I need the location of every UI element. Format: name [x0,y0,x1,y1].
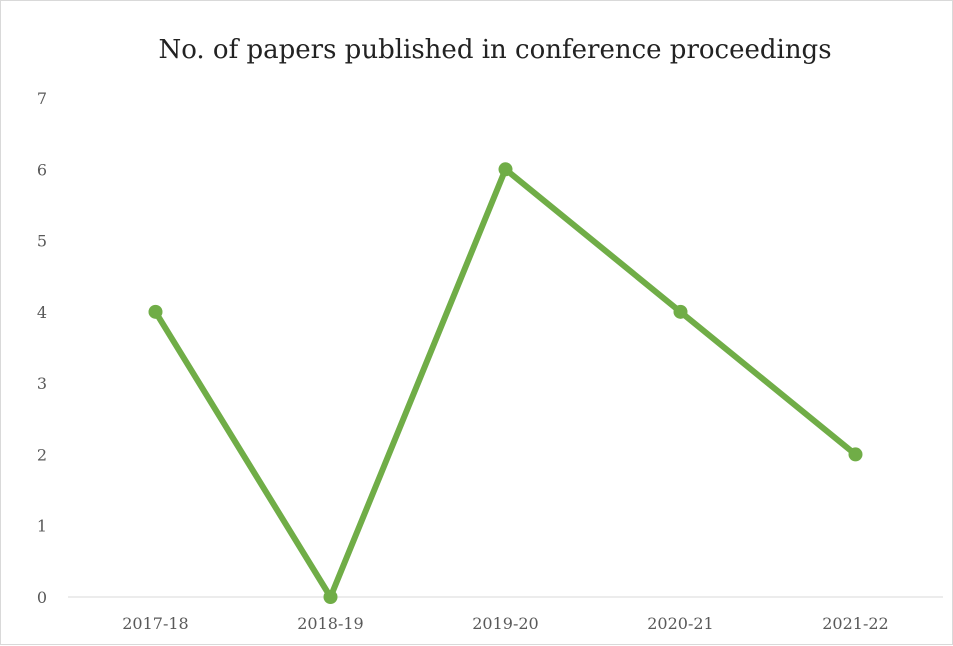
x-tick-label: 2018-19 [297,614,363,633]
series-line [152,166,859,600]
y-tick-label: 1 [37,517,47,536]
chart-title: No. of papers published in conference pr… [158,35,831,65]
data-point [848,447,863,462]
y-tick-label: 2 [37,445,47,464]
y-tick-label: 4 [37,303,47,322]
x-tick-label: 2020-21 [647,614,713,633]
y-tick-label: 7 [37,89,47,108]
y-tick-label: 6 [37,160,47,179]
y-tick-label: 5 [37,232,47,251]
data-point [148,304,163,319]
y-axis: 0 1 2 3 4 5 6 7 [37,89,47,607]
x-tick-label: 2019-20 [472,614,538,633]
x-tick-label: 2017-18 [122,614,188,633]
data-point [323,590,338,604]
x-tick-label: 2021-22 [822,614,888,633]
data-point [673,304,688,319]
data-points [148,162,863,604]
y-tick-label: 3 [37,374,47,393]
data-point [498,162,513,177]
x-axis: 2017-18 2018-19 2019-20 2020-21 2021-22 [122,614,888,633]
y-tick-label: 0 [37,588,47,607]
